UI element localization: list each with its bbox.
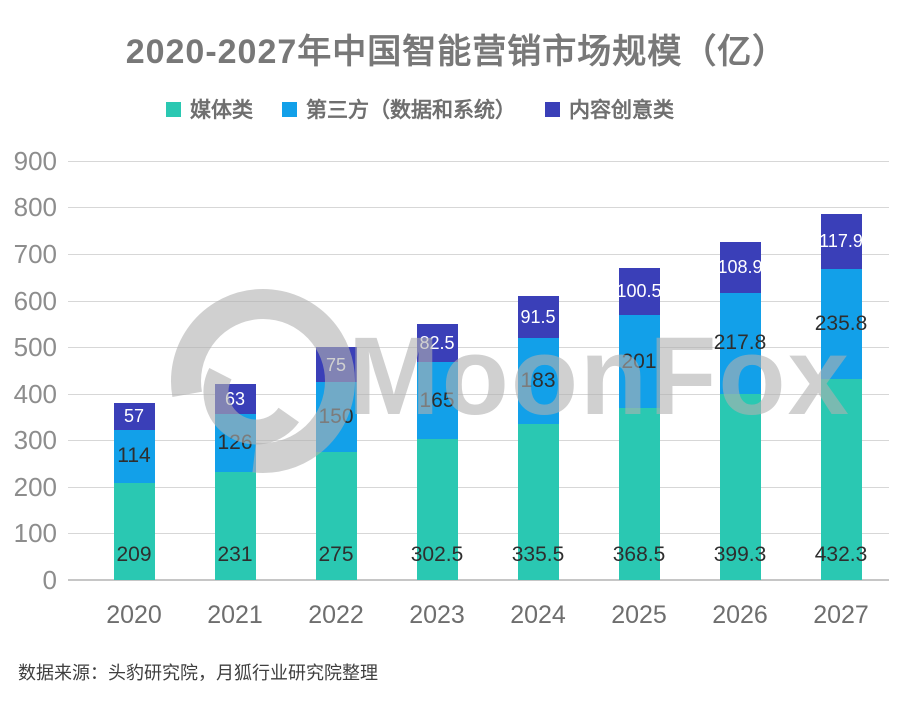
- bar-value-label: 75: [325, 354, 347, 375]
- gridline: [68, 160, 889, 162]
- x-axis-label: 2021: [207, 601, 263, 629]
- bar-segment-series0-2021: [214, 472, 256, 580]
- bar-segment-series2-2024: [517, 295, 559, 339]
- legend-item-1: 第三方（数据和系统）: [282, 94, 516, 124]
- y-axis-label: 400: [13, 378, 57, 409]
- y-axis-label: 100: [13, 518, 57, 549]
- x-axis-label: 2024: [510, 601, 566, 629]
- x-axis-baseline: [68, 579, 889, 581]
- bar-segment-series2-2020: [113, 402, 155, 430]
- gridline: [68, 440, 889, 442]
- bar-segment-series1-2027: [820, 268, 862, 379]
- bar-segment-series0-2026: [719, 394, 761, 580]
- bar-segment-series0-2020: [113, 482, 155, 580]
- chart-title: 2020-2027年中国智能营销市场规模（亿）: [125, 33, 788, 71]
- bar-segment-series2-2026: [719, 241, 761, 293]
- bar-segment-series0-2024: [517, 423, 559, 580]
- bar-value-label: 275: [318, 543, 354, 566]
- gridline: [68, 347, 889, 349]
- bar-segment-series0-2027: [820, 378, 862, 580]
- gridline: [68, 486, 889, 488]
- bar-value-label: 335.5: [511, 543, 565, 566]
- legend-item-0: 媒体类: [166, 94, 253, 124]
- bar-value-label: 183: [520, 369, 556, 393]
- y-axis-label: 500: [13, 332, 57, 363]
- x-axis-label: 2023: [409, 601, 465, 629]
- bar-value-label: 165: [419, 388, 455, 412]
- x-axis-label: 2020: [106, 601, 162, 629]
- legend-swatch-icon: [545, 101, 560, 117]
- legend-item-label: 媒体类: [190, 99, 253, 122]
- x-axis-label: 2025: [611, 601, 667, 629]
- bar-value-label: 82.5: [419, 333, 455, 354]
- legend-item-label: 第三方（数据和系统）: [306, 99, 516, 122]
- y-axis-label: 700: [13, 238, 57, 269]
- bar-segment-series0-2023: [416, 439, 458, 580]
- x-axis-label: 2027: [813, 601, 869, 629]
- gridline: [68, 300, 889, 302]
- bar-value-label: 231: [217, 543, 253, 566]
- legend-swatch-icon: [282, 101, 297, 117]
- legend-item-2: 内容创意类: [545, 94, 674, 124]
- legend: 媒体类 第三方（数据和系统） 内容创意类: [166, 94, 674, 124]
- gridline: [68, 253, 889, 255]
- bar-value-label: 100.5: [616, 281, 662, 302]
- bar-segment-series1-2024: [517, 338, 559, 424]
- y-axis-label: 900: [13, 145, 57, 176]
- bar-segment-series2-2023: [416, 323, 458, 363]
- bar-value-label: 399.3: [713, 543, 767, 566]
- bar-segment-series2-2025: [618, 267, 660, 315]
- x-axis-label: 2022: [308, 601, 364, 629]
- bar-segment-series1-2025: [618, 314, 660, 409]
- y-axis-label: 200: [13, 471, 57, 502]
- gridline: [68, 207, 889, 209]
- source-note: 数据来源：头豹研究院，月狐行业研究院整理: [18, 663, 378, 683]
- y-axis-label: 0: [42, 565, 57, 595]
- y-axis-label: 300: [13, 425, 57, 456]
- bar-value-label: 91.5: [520, 307, 556, 328]
- bar-value-label: 235.8: [814, 311, 868, 335]
- bar-value-label: 57: [123, 406, 145, 427]
- y-axis-label: 800: [13, 192, 57, 223]
- bar-value-label: 217.8: [713, 331, 767, 355]
- bar-segment-series0-2025: [618, 408, 660, 580]
- x-axis-label: 2026: [712, 601, 768, 629]
- gridline: [68, 533, 889, 535]
- bar-value-label: 368.5: [612, 543, 666, 566]
- bar-value-label: 126: [217, 431, 253, 455]
- bar-value-label: 302.5: [410, 543, 464, 566]
- bar-segment-series1-2020: [113, 429, 155, 483]
- bar-segment-series2-2027: [820, 213, 862, 269]
- bar-segment-series0-2022: [315, 451, 357, 580]
- bar-value-label: 117.9: [819, 231, 863, 252]
- legend-item-label: 内容创意类: [569, 99, 674, 122]
- bar-value-label: 114: [117, 444, 151, 468]
- y-axis-label: 600: [13, 285, 57, 316]
- bar-segment-series1-2026: [719, 292, 761, 394]
- gridline: [68, 393, 889, 395]
- bar-value-label: 432.3: [814, 543, 868, 566]
- bar-value-label: 209: [116, 543, 152, 566]
- bar-segment-series1-2023: [416, 362, 458, 440]
- bar-value-label: 108.9: [717, 257, 763, 278]
- bar-value-label: 201: [621, 349, 657, 373]
- legend-swatch-icon: [166, 101, 181, 117]
